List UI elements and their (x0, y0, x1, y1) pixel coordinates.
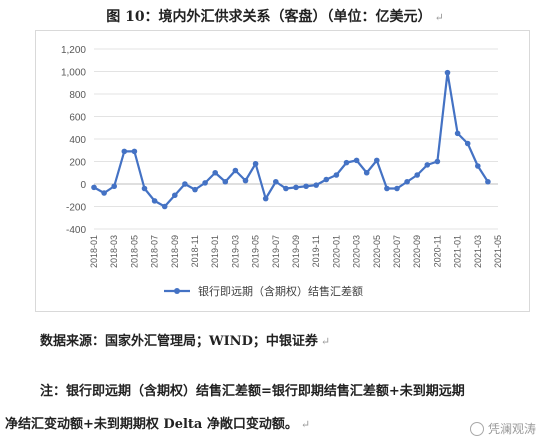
data-point (464, 140, 471, 147)
data-point (303, 183, 309, 190)
watermark: 凭澜观涛 (469, 420, 536, 437)
y-tick-label: 0 (80, 180, 86, 191)
return-mark: ↵ (434, 11, 444, 24)
data-point (212, 169, 218, 176)
y-tick-label: 1,200 (61, 45, 86, 56)
x-tick-label: 2018-09 (170, 235, 180, 268)
x-tick-label: 2020-03 (352, 235, 362, 268)
x-tick-label: 2020-07 (392, 235, 402, 268)
x-tick-label: 2018-07 (150, 235, 160, 268)
x-tick-label: 2019-03 (230, 235, 240, 268)
data-point (434, 158, 441, 165)
footnote: 注：银行即远期（含期权）结售汇差额=银行即期结售汇差额+未到期远期 净结汇变动额… (5, 375, 550, 441)
data-point (414, 172, 421, 178)
return-mark: ↵ (300, 418, 311, 431)
y-tick-label: 400 (69, 135, 86, 146)
data-point (343, 159, 350, 166)
footnote-line-2: 净结汇变动额+未到期期权 Delta 净敞口变动额。 (5, 417, 298, 432)
x-tick-label: 2019-05 (251, 235, 261, 268)
data-point (161, 203, 168, 210)
x-tick-label: 2018-11 (190, 235, 200, 267)
y-tick-label: -200 (66, 203, 86, 214)
x-tick-label: 2019-11 (311, 235, 321, 267)
data-point (222, 178, 229, 185)
y-tick-label: 1,000 (61, 68, 86, 79)
series-line (93, 71, 489, 208)
data-point (252, 160, 259, 167)
y-tick-label: 600 (69, 113, 86, 124)
x-tick-label: 2018-05 (129, 235, 139, 268)
x-tick-label: 2020-05 (372, 235, 382, 268)
x-tick-label: 2020-09 (412, 235, 422, 268)
x-tick-label: 2020-01 (331, 235, 341, 268)
data-point (151, 198, 158, 204)
data-point (444, 69, 451, 76)
return-mark: ↵ (320, 335, 331, 348)
x-tick-label: 2018-01 (89, 235, 99, 268)
data-point (182, 181, 188, 187)
watermark-text: 凭澜观涛 (487, 422, 536, 436)
y-tick-label: 800 (69, 90, 86, 101)
data-point (232, 167, 239, 174)
data-point (454, 130, 461, 137)
figure-title-text: 图 10：境内外汇供求关系（客盘）（单位：亿美元） (106, 9, 432, 25)
data-point (121, 148, 128, 155)
data-point (273, 178, 279, 185)
data-point (485, 178, 491, 185)
data-point (475, 163, 481, 169)
y-tick-label: -400 (66, 225, 86, 236)
data-point (374, 157, 380, 164)
data-point (293, 184, 299, 191)
footnote-line-1: 注：银行即远期（含期权）结售汇差额=银行即期结售汇差额+未到期远期 (40, 384, 465, 399)
x-tick-label: 2018-03 (109, 235, 119, 268)
data-point (424, 162, 431, 168)
data-point (131, 148, 138, 155)
figure-title: 图 10：境内外汇供求关系（客盘）（单位：亿美元） ↵ (0, 6, 550, 26)
data-point (384, 185, 390, 192)
data-point (192, 186, 198, 193)
data-point (333, 172, 340, 178)
x-tick-label: 2021-05 (493, 235, 503, 268)
data-point (283, 185, 289, 192)
data-point (363, 169, 370, 176)
legend-marker (174, 288, 180, 294)
watermark-logo-icon (469, 421, 484, 436)
data-source: 数据来源：国家外汇管理局；WIND；中银证券 ↵ (40, 330, 330, 349)
legend-label: 银行即远期（含期权）结售汇差额 (198, 284, 363, 298)
x-tick-label: 2019-09 (291, 235, 301, 268)
x-tick-label: 2020-11 (432, 235, 442, 267)
line-chart: -400 -200 0 200 400 600 800 1,000 1,200 2018-01 20… (61, 45, 503, 298)
data-source-text: 数据来源：国家外汇管理局；WIND；中银证券 (40, 334, 318, 349)
data-point (323, 176, 330, 183)
data-point (404, 178, 410, 185)
y-tick-label: 200 (69, 158, 86, 169)
data-point (313, 182, 320, 188)
data-point (394, 185, 400, 192)
data-point (101, 190, 107, 196)
data-point (111, 183, 117, 190)
data-point (141, 185, 148, 192)
x-tick-label: 2019-07 (271, 235, 281, 268)
data-point (353, 157, 360, 164)
x-tick-label: 2021-03 (473, 235, 483, 268)
chart-frame: -400 -200 0 200 400 600 800 1,000 1,200 2018-01 20… (35, 30, 530, 312)
x-tick-label: 2021-01 (453, 235, 463, 268)
data-point (242, 177, 249, 184)
data-point (262, 195, 269, 202)
data-point (202, 180, 208, 186)
x-tick-label: 2019-01 (210, 235, 220, 268)
data-point (91, 184, 97, 191)
data-point (172, 192, 178, 199)
